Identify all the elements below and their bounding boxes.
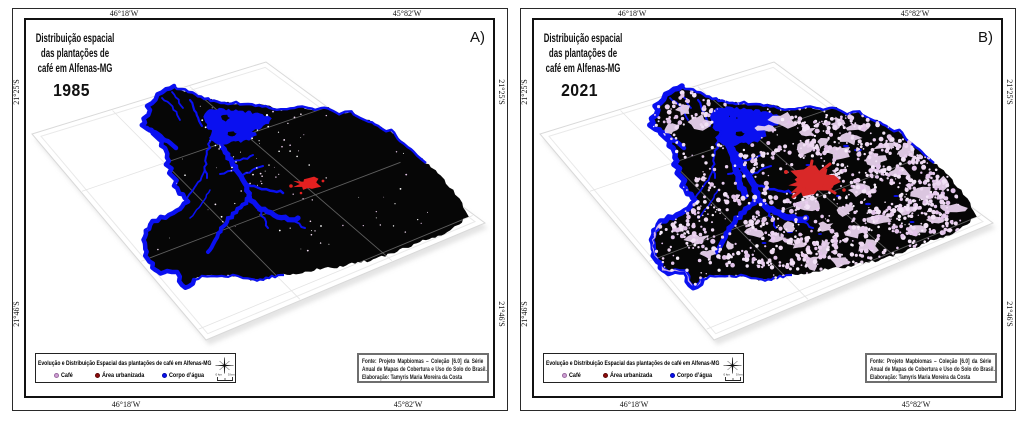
svg-text:0 km: 0 km [724,372,731,376]
svg-text:5 km: 5 km [228,372,235,376]
svg-text:5 km: 5 km [736,372,743,376]
svg-text:0 km: 0 km [216,372,223,376]
